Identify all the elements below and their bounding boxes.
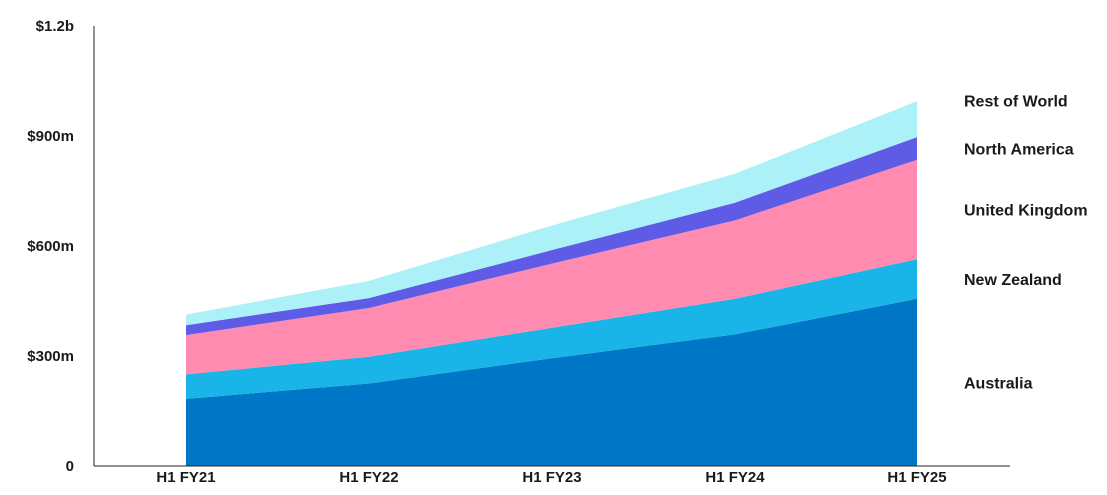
legend-label-rest-of-world: Rest of World <box>964 94 1068 111</box>
y-tick-labels: 0 $300m $600m $900m $1.2b <box>27 18 74 475</box>
x-tick-label: H1 FY23 <box>522 469 581 486</box>
x-tick-label: H1 FY21 <box>156 469 215 486</box>
y-tick-label: 0 <box>66 458 74 475</box>
y-tick-label: $600m <box>27 238 74 255</box>
legend-label-north-america: North America <box>964 142 1074 159</box>
area-new-zealand <box>186 259 917 399</box>
x-tick-labels: H1 FY21 H1 FY22 H1 FY23 H1 FY24 H1 FY25 <box>156 469 946 486</box>
area-united-kingdom <box>186 159 917 375</box>
x-tick-label: H1 FY24 <box>705 469 765 486</box>
legend-label-australia: Australia <box>964 375 1033 392</box>
x-tick-label: H1 FY25 <box>887 469 946 486</box>
area-rest-of-world <box>186 101 917 326</box>
x-tick-label: H1 FY22 <box>339 469 398 486</box>
legend-label-united-kingdom: United Kingdom <box>964 203 1088 220</box>
y-tick-label: $900m <box>27 128 74 145</box>
legend: Australia New Zealand United Kingdom North … <box>964 94 1088 393</box>
axes <box>93 26 1010 467</box>
legend-label-new-zealand: New Zealand <box>964 272 1062 289</box>
area-australia <box>186 298 917 466</box>
y-tick-label: $1.2b <box>36 18 74 35</box>
area-north-america <box>186 137 917 336</box>
y-tick-label: $300m <box>27 348 74 365</box>
series-areas <box>186 101 917 466</box>
